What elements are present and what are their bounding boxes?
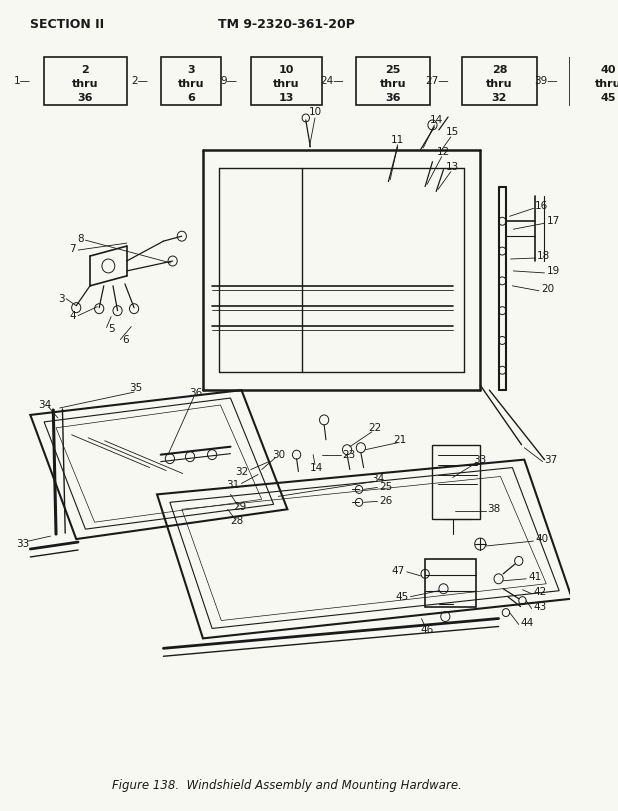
- Text: 2: 2: [82, 66, 89, 75]
- Text: 36: 36: [385, 93, 400, 103]
- Text: 6: 6: [187, 93, 195, 103]
- Bar: [425, 559, 476, 607]
- Text: 35: 35: [129, 383, 143, 393]
- Text: 26: 26: [379, 496, 392, 506]
- Text: 10: 10: [279, 66, 294, 75]
- Text: 30: 30: [272, 449, 285, 460]
- Text: 13: 13: [446, 161, 459, 172]
- Text: 7: 7: [70, 244, 76, 254]
- Text: 33: 33: [473, 455, 487, 465]
- Bar: [570, 58, 618, 105]
- Bar: [462, 58, 537, 105]
- Text: 29: 29: [233, 502, 247, 513]
- Text: 47: 47: [392, 566, 405, 576]
- Text: 12: 12: [437, 147, 450, 157]
- Text: 3: 3: [57, 294, 64, 304]
- Text: 11: 11: [391, 135, 404, 145]
- Text: 32: 32: [235, 466, 249, 477]
- Text: 4: 4: [70, 311, 76, 320]
- Text: 36: 36: [78, 93, 93, 103]
- Text: 36: 36: [189, 388, 202, 398]
- Text: thru: thru: [273, 79, 300, 89]
- Text: 23: 23: [342, 449, 356, 460]
- Text: thru: thru: [379, 79, 406, 89]
- Text: 10: 10: [308, 107, 321, 117]
- Text: 45: 45: [396, 592, 408, 602]
- Text: 13: 13: [279, 93, 294, 103]
- Text: 9—: 9—: [221, 76, 238, 86]
- Text: 41: 41: [528, 572, 541, 581]
- Text: 34: 34: [371, 474, 384, 484]
- Text: 24—: 24—: [320, 76, 344, 86]
- Text: 39—: 39—: [534, 76, 557, 86]
- Text: 14: 14: [310, 462, 323, 473]
- Text: 16: 16: [535, 201, 549, 212]
- Text: 44: 44: [520, 617, 534, 628]
- Text: 34: 34: [38, 400, 51, 410]
- Text: Figure 138.  Windshield Assembly and Mounting Hardware.: Figure 138. Windshield Assembly and Moun…: [112, 779, 462, 792]
- Text: 45: 45: [600, 93, 616, 103]
- Text: 22: 22: [368, 423, 381, 433]
- Bar: [251, 58, 323, 105]
- Text: 5: 5: [108, 324, 115, 333]
- Bar: [44, 58, 127, 105]
- Text: 40: 40: [600, 66, 616, 75]
- Text: 3: 3: [187, 66, 195, 75]
- Text: 28: 28: [231, 517, 243, 526]
- Text: thru: thru: [595, 79, 618, 89]
- Bar: [356, 58, 430, 105]
- Text: 28: 28: [492, 66, 507, 75]
- Text: thru: thru: [178, 79, 205, 89]
- Bar: [433, 444, 480, 519]
- Text: 27—: 27—: [425, 76, 449, 86]
- Text: 31: 31: [226, 480, 240, 491]
- Text: 6: 6: [122, 336, 129, 345]
- Text: 2—: 2—: [131, 76, 148, 86]
- Text: 1—: 1—: [14, 76, 32, 86]
- Text: 18: 18: [537, 251, 551, 261]
- Text: 25: 25: [379, 483, 392, 492]
- Text: thru: thru: [486, 79, 513, 89]
- Text: 38: 38: [488, 504, 501, 514]
- Text: 20: 20: [541, 284, 554, 294]
- Text: 37: 37: [544, 455, 557, 465]
- Text: 33: 33: [16, 539, 30, 549]
- Text: TM 9-2320-361-20P: TM 9-2320-361-20P: [218, 18, 355, 31]
- Text: 25: 25: [385, 66, 400, 75]
- Text: 17: 17: [546, 217, 559, 226]
- Text: 15: 15: [446, 127, 459, 137]
- Bar: [161, 58, 221, 105]
- Text: 21: 21: [393, 435, 406, 444]
- Text: thru: thru: [72, 79, 99, 89]
- Text: 40: 40: [535, 534, 548, 544]
- Text: 32: 32: [492, 93, 507, 103]
- Text: 46: 46: [420, 625, 434, 636]
- Text: 42: 42: [533, 586, 547, 597]
- Text: 8: 8: [77, 234, 83, 244]
- Text: SECTION II: SECTION II: [30, 18, 104, 31]
- Text: 14: 14: [430, 115, 442, 125]
- Text: 43: 43: [533, 602, 547, 611]
- Text: 19: 19: [546, 266, 559, 276]
